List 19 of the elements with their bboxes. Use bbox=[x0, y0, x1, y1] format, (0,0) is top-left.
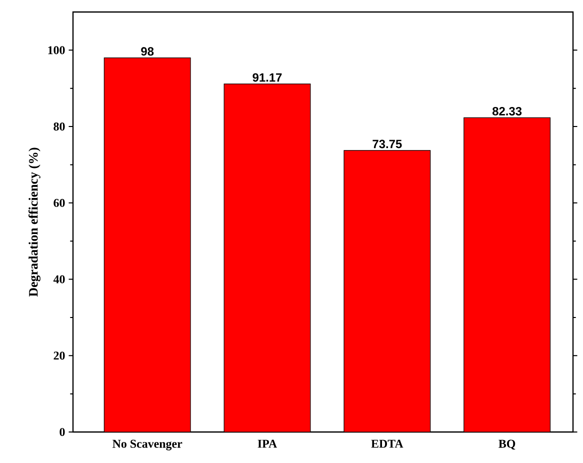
bar bbox=[224, 84, 310, 432]
data-label: 91.17 bbox=[252, 73, 282, 82]
y-tick-label: 80 bbox=[54, 122, 65, 131]
bar bbox=[464, 117, 551, 432]
x-tick-label: EDTA bbox=[371, 440, 404, 448]
y-axis-title: Degradation efficiency (%) bbox=[28, 148, 40, 297]
x-tick-label: No Scavenger bbox=[112, 440, 182, 450]
data-label: 98 bbox=[141, 47, 154, 56]
x-tick-label: IPA bbox=[258, 440, 278, 448]
data-label: 73.75 bbox=[372, 140, 402, 148]
bar bbox=[104, 58, 191, 432]
y-tick-label: 40 bbox=[53, 275, 65, 284]
y-tick-label: 0 bbox=[60, 428, 65, 436]
x-tick-label: BQ bbox=[498, 440, 516, 450]
y-tick-label: 60 bbox=[54, 198, 65, 207]
y-tick-label: 100 bbox=[48, 46, 65, 54]
y-tick-label: 20 bbox=[54, 352, 65, 360]
bar bbox=[344, 150, 431, 432]
data-label: 82.33 bbox=[492, 106, 522, 116]
